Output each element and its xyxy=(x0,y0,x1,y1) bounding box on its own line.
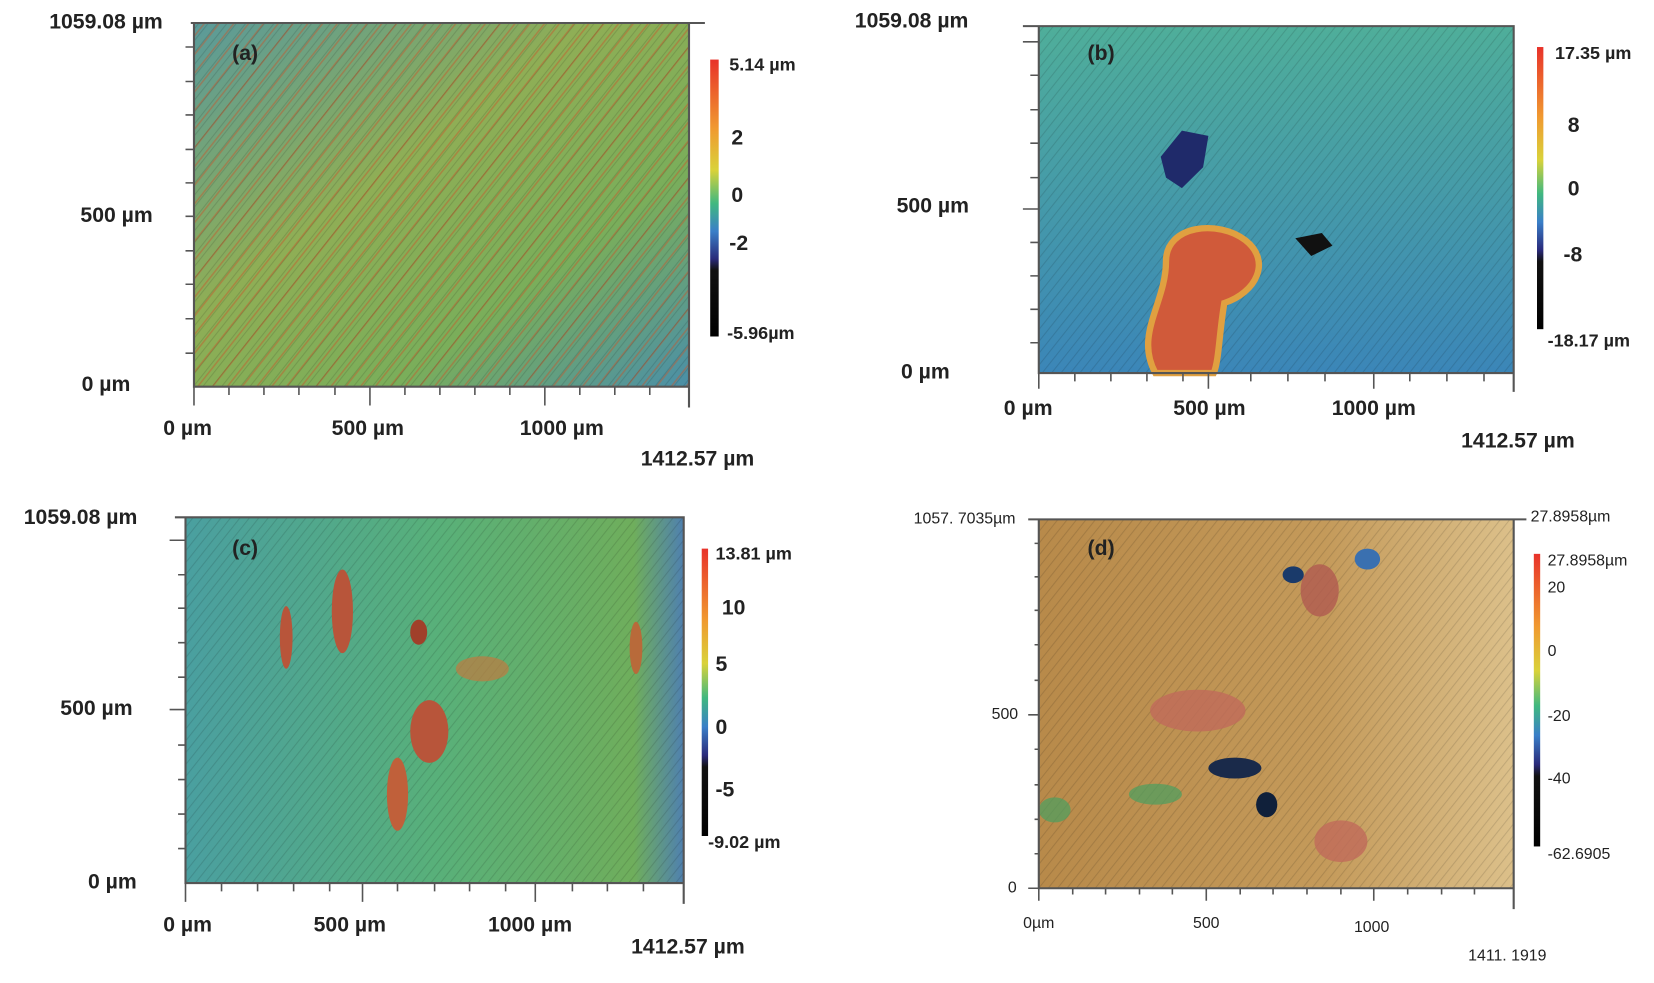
colorbar-label: -20 xyxy=(1548,708,1571,725)
x-end: 1412.57 µm xyxy=(1461,430,1575,453)
y-top: 1057. 7035µm xyxy=(914,511,1016,528)
colorbar-label: -8 xyxy=(1563,244,1582,267)
colorbar-label: 10 xyxy=(722,597,746,620)
panel-label: (d) xyxy=(1088,537,1115,560)
y-bottom: 0 µm xyxy=(82,373,131,396)
x-tick-label: 1000 µm xyxy=(1332,397,1416,420)
colorbar-label: 5.14 µm xyxy=(729,55,795,75)
colorbar-label: -2 xyxy=(729,232,748,255)
y-mid: 500 xyxy=(992,706,1019,723)
y-mid: 500 µm xyxy=(60,697,132,720)
x-tick-label: 0 µm xyxy=(163,417,212,440)
x-end: 1412.57 µm xyxy=(641,447,755,470)
x-end: 1412.57 µm xyxy=(631,935,745,958)
colorbar-label: 20 xyxy=(1548,580,1566,597)
panel-a: (a) 1059.08 µm 500 µm 0 µm 0 µm 500 µm 1… xyxy=(49,11,795,471)
colorbar xyxy=(701,548,709,836)
colorbar-label: 8 xyxy=(1568,114,1580,137)
colorbar-label: -62.6905 xyxy=(1548,846,1611,863)
panel-d: (d) 1057. 7035µm 500 0 0µm 500 1000 1411… xyxy=(914,509,1628,965)
x-tick-label: 1000 xyxy=(1354,919,1390,936)
x-tick-label: 0µm xyxy=(1023,915,1054,932)
x-tick-label: 1000 µm xyxy=(488,914,572,937)
y-top: 1059.08 µm xyxy=(855,10,969,33)
colorbar xyxy=(710,59,719,337)
x-tick-label: 500 xyxy=(1193,915,1220,932)
colorbar-label: 5 xyxy=(715,653,727,676)
y-bottom: 0 µm xyxy=(901,361,950,384)
y-mid: 500 µm xyxy=(80,204,152,227)
colorbar-label: -40 xyxy=(1548,771,1571,788)
colorbar xyxy=(1536,47,1544,330)
panel-label: (c) xyxy=(232,537,258,560)
colorbar-label: -18.17 µm xyxy=(1548,331,1630,351)
x-tick-label: 500 µm xyxy=(332,417,404,440)
colorbar-label: 2 xyxy=(731,127,743,150)
x-tick-label: 1000 µm xyxy=(520,417,604,440)
colorbar-label: 0 xyxy=(1568,178,1580,201)
x-tick-label: 0 µm xyxy=(163,914,212,937)
y-top: 1059.08 µm xyxy=(24,506,138,529)
panel-b: (b) 1059.08 µm 500 µm 0 µm 0 µm 500 µm 1… xyxy=(855,10,1632,453)
panel-label: (a) xyxy=(232,42,258,65)
panel-c: (c) 1059.08 µm 500 µm 0 µm 0 µm 500 µm 1… xyxy=(24,506,792,958)
y-bottom: 0 xyxy=(1008,879,1017,896)
panels: (a) 1059.08 µm 500 µm 0 µm 0 µm 500 µm 1… xyxy=(24,10,1632,965)
y-bottom: 0 µm xyxy=(88,871,137,894)
x-tick-label: 500 µm xyxy=(314,914,386,937)
colorbar-label: 17.35 µm xyxy=(1555,43,1631,63)
colorbar-label: 27.8958µm xyxy=(1548,552,1628,569)
colorbar xyxy=(1533,553,1541,847)
top-right-label: 27.8958µm xyxy=(1531,509,1611,526)
x-tick-label: 0 µm xyxy=(1004,397,1053,420)
colorbar-label: -5 xyxy=(715,779,734,802)
x-tick-label: 500 µm xyxy=(1173,397,1245,420)
colorbar-label: 13.81 µm xyxy=(715,544,791,564)
colorbar-label: -9.02 µm xyxy=(708,832,780,852)
y-mid: 500 µm xyxy=(897,195,969,218)
x-end: 1411. 1919 xyxy=(1468,947,1547,964)
colorbar-label: 0 xyxy=(731,184,743,207)
y-top: 1059.08 µm xyxy=(49,11,163,34)
colorbar-label: 0 xyxy=(715,716,727,739)
colorbar-label: -5.96µm xyxy=(727,323,794,343)
colorbar-label: 0 xyxy=(1548,643,1557,660)
panel-label: (b) xyxy=(1088,42,1115,65)
